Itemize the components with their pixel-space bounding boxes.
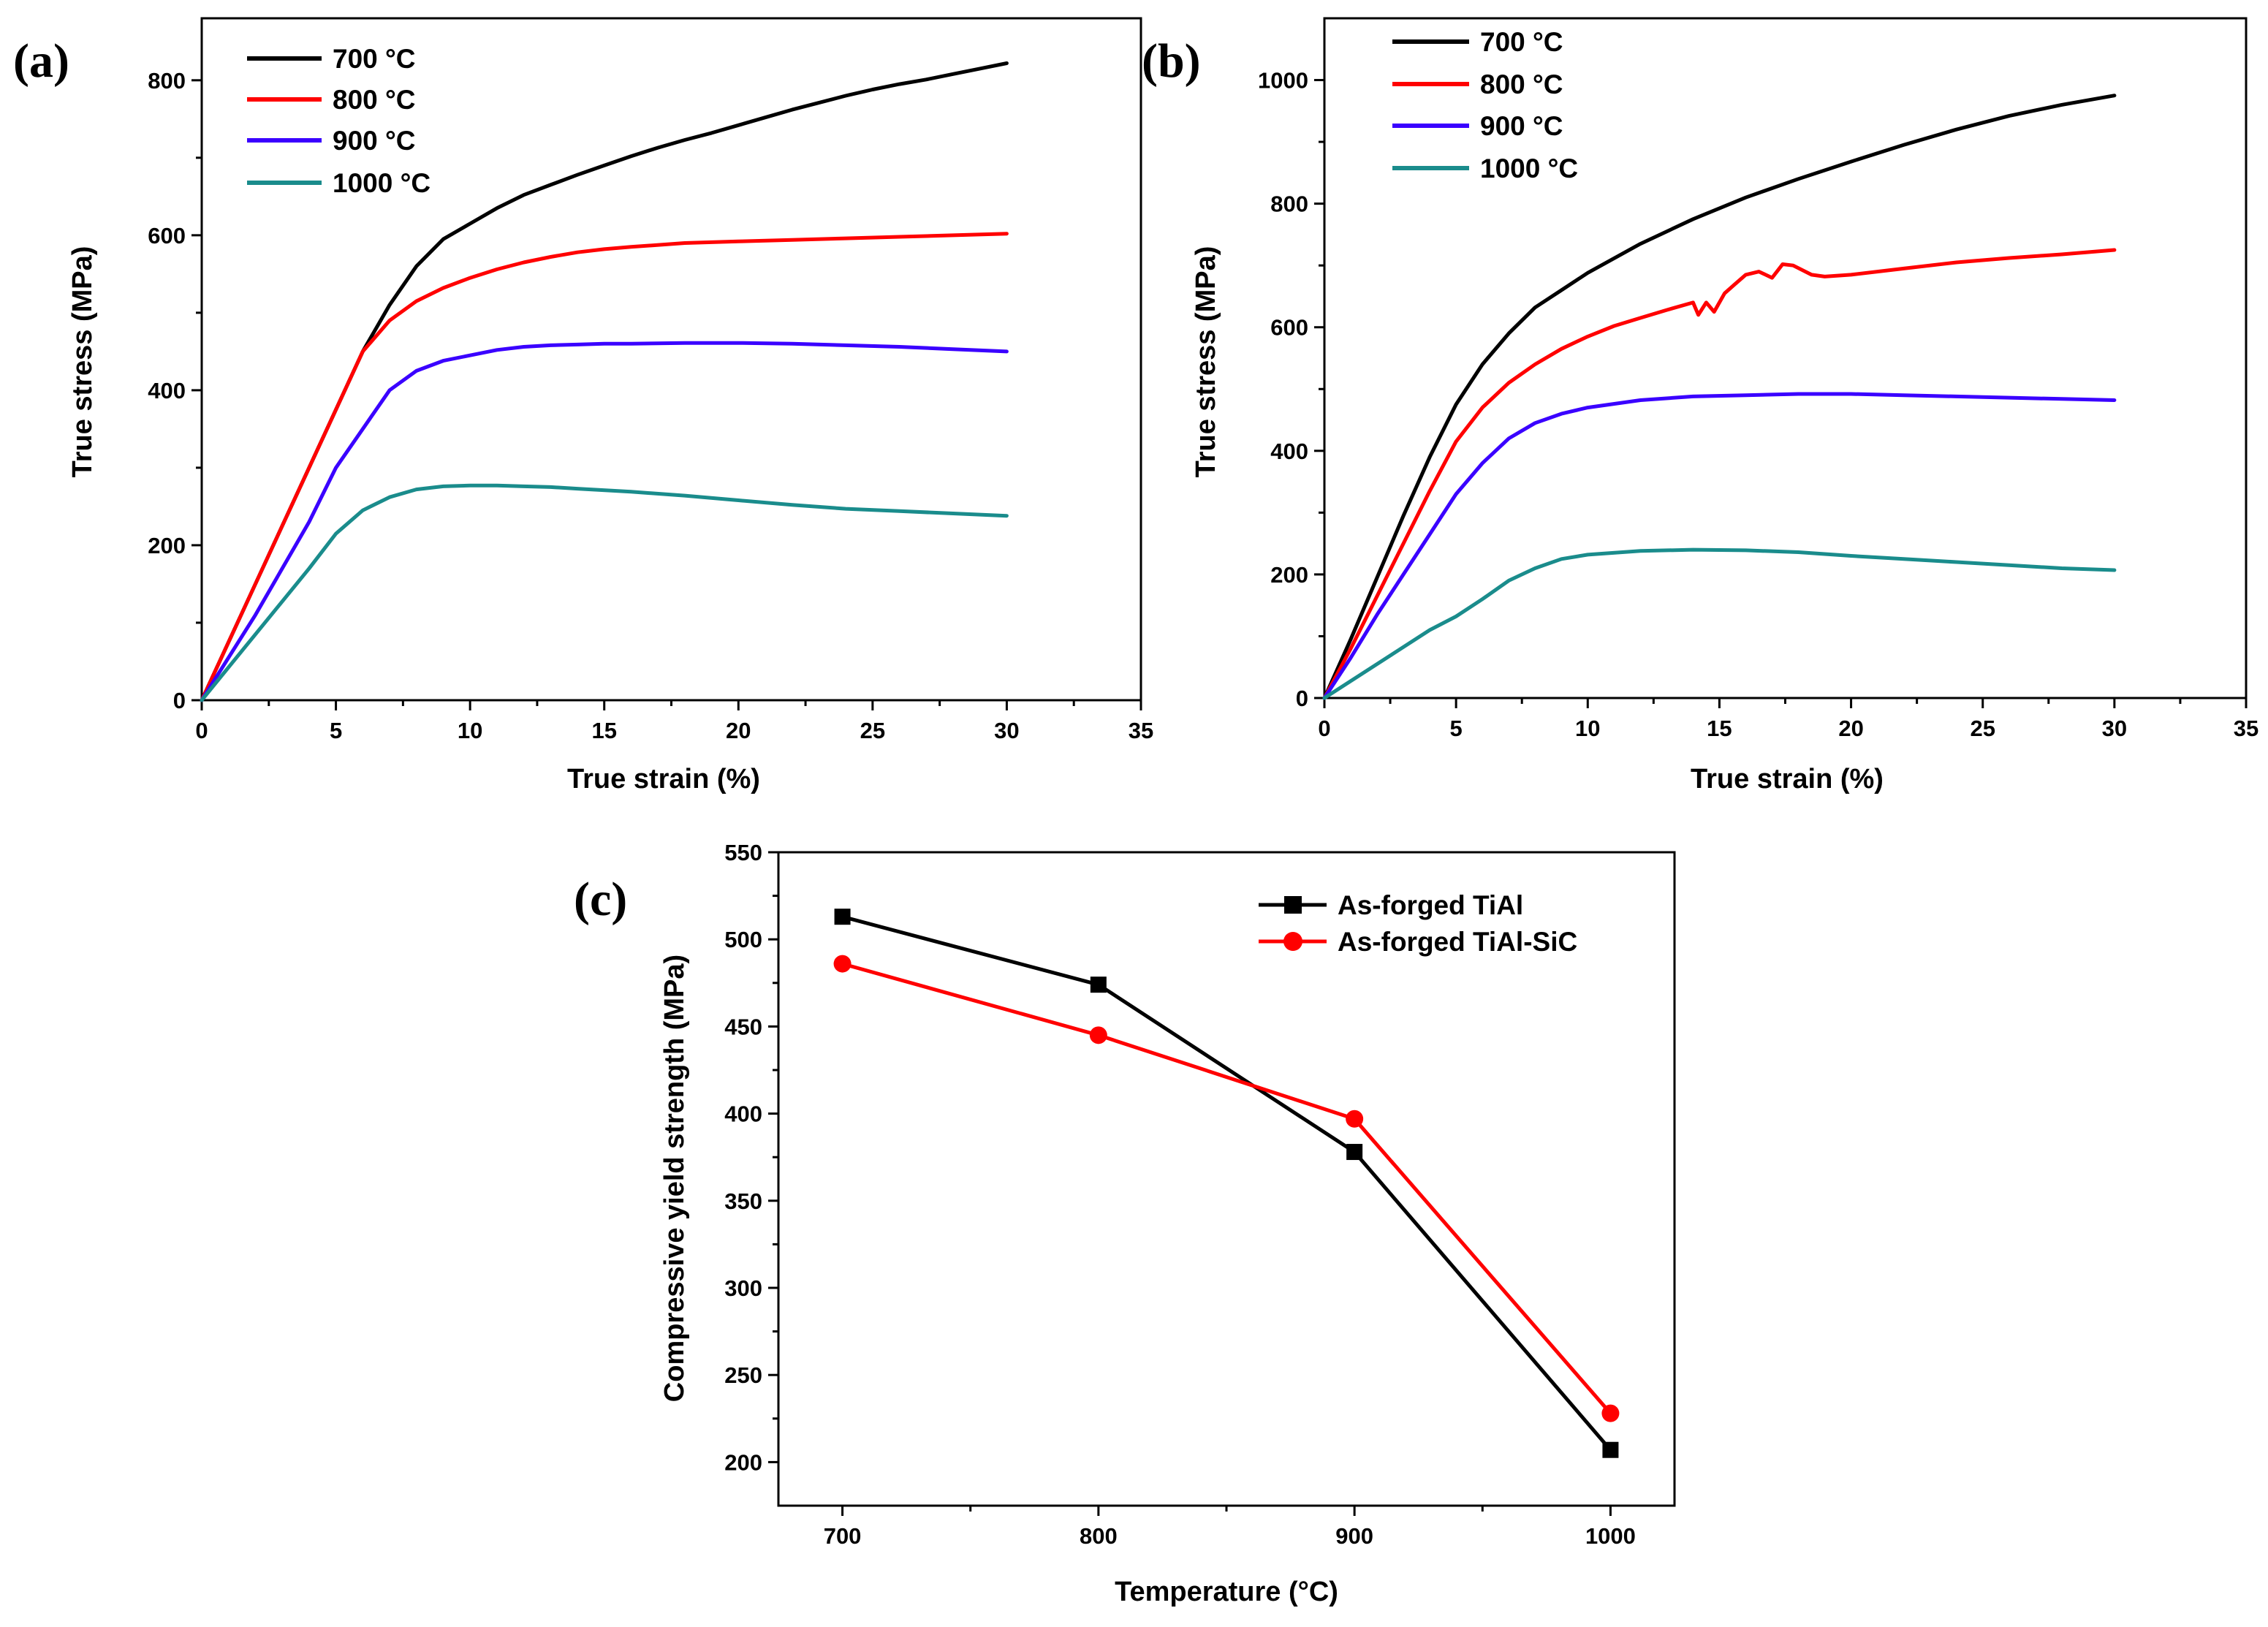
panel-b-series bbox=[1322, 94, 2117, 700]
y-tick-label: 1000 bbox=[1258, 68, 1308, 94]
data-point-tial bbox=[1346, 1144, 1363, 1161]
legend-c-swatch-tialsic-marker bbox=[1283, 932, 1302, 951]
panel-c-plot-area: 700 800 900 1000 200 250 300 350 400 450 500 550 bbox=[724, 840, 1676, 1549]
panel-letter-a: (a) bbox=[13, 34, 69, 88]
panel-c-x-ticks: 700 800 900 1000 bbox=[824, 1506, 1636, 1549]
y-tick-label: 200 bbox=[724, 1449, 762, 1475]
x-tick-label: 35 bbox=[1129, 718, 1153, 743]
y-tick-label: 200 bbox=[148, 533, 186, 558]
panel-b-x-ticks: 0 5 10 15 20 25 30 35 bbox=[1318, 698, 2258, 741]
legend-a-label-1000: 1000 °C bbox=[333, 168, 431, 198]
panel-a-plot-area: 0 5 10 15 20 25 30 35 0 200 400 600 800 bbox=[148, 17, 1153, 743]
legend-b-label-800: 800 °C bbox=[1480, 69, 1563, 99]
panel-a-axes-frame bbox=[200, 17, 1142, 702]
panel-c-x-axis-title: Temperature (°C) bbox=[1115, 1577, 1338, 1607]
panel-b-y-axis-title: True stress (MPa) bbox=[1191, 246, 1221, 478]
y-tick-label: 800 bbox=[1270, 191, 1308, 217]
panel-b: (b) 0 5 10 15 20 25 30 35 0 200 400 600 800 1000 Tru… bbox=[1142, 17, 2258, 794]
x-tick-label: 30 bbox=[2102, 716, 2127, 741]
x-tick-label: 20 bbox=[1838, 716, 1863, 741]
series-line-800 bbox=[1322, 248, 2117, 700]
data-point-tial-sic bbox=[1346, 1110, 1364, 1128]
series-line-700 bbox=[200, 61, 1009, 702]
data-point-tial-sic bbox=[1089, 1026, 1107, 1044]
legend-c-label-tialsic: As-forged TiAl-SiC bbox=[1338, 927, 1577, 957]
legend-c-label-tial: As-forged TiAl bbox=[1338, 890, 1523, 920]
data-point-tial-sic bbox=[1601, 1404, 1620, 1422]
panel-c-legend: As-forged TiAl As-forged TiAl-SiC bbox=[1259, 890, 1577, 957]
y-tick-label: 300 bbox=[724, 1275, 762, 1301]
series-line-tial bbox=[841, 914, 1612, 1452]
panel-b-x-axis-title: True strain (%) bbox=[1691, 764, 1884, 794]
x-tick-label: 0 bbox=[1318, 716, 1330, 741]
series-line-900 bbox=[200, 341, 1009, 702]
panel-a-series bbox=[200, 61, 1009, 702]
x-tick-label: 10 bbox=[458, 718, 482, 743]
y-tick-label: 800 bbox=[148, 68, 186, 94]
legend-b-label-700: 700 °C bbox=[1480, 27, 1563, 57]
x-tick-label: 25 bbox=[1970, 716, 1995, 741]
series-line-900 bbox=[1322, 392, 2117, 700]
x-tick-label: 5 bbox=[1450, 716, 1463, 741]
y-tick-label: 500 bbox=[724, 927, 762, 952]
panel-a: (a) 0 5 10 15 20 25 30 35 0 200 400 600 800 True st… bbox=[13, 17, 1153, 794]
legend-a-label-700: 700 °C bbox=[333, 44, 416, 74]
x-tick-label: 800 bbox=[1080, 1523, 1118, 1549]
series-line-800 bbox=[200, 232, 1009, 702]
panel-c-y-ticks: 200 250 300 350 400 450 500 550 bbox=[724, 840, 778, 1475]
y-tick-label: 450 bbox=[724, 1014, 762, 1039]
legend-a-label-800: 800 °C bbox=[333, 85, 416, 115]
legend-c-swatch-tial-marker bbox=[1284, 896, 1302, 914]
y-tick-label: 350 bbox=[724, 1188, 762, 1214]
series-line-1000 bbox=[1322, 547, 2117, 700]
panel-b-axes-frame bbox=[1323, 17, 2248, 699]
y-tick-label: 600 bbox=[1270, 315, 1308, 341]
data-point-tial bbox=[1602, 1441, 1619, 1458]
y-tick-label: 550 bbox=[724, 840, 762, 865]
y-tick-label: 400 bbox=[1270, 439, 1308, 464]
panel-a-x-axis-title: True strain (%) bbox=[567, 764, 760, 794]
series-line-tial-sic bbox=[841, 962, 1612, 1416]
x-tick-label: 0 bbox=[195, 718, 208, 743]
panel-b-y-ticks: 0 200 400 600 800 1000 bbox=[1258, 68, 1324, 711]
data-point-tial bbox=[834, 909, 851, 925]
panel-c-series bbox=[833, 909, 1620, 1458]
series-line-1000 bbox=[200, 483, 1009, 702]
y-tick-label: 400 bbox=[724, 1101, 762, 1127]
x-tick-label: 10 bbox=[1575, 716, 1600, 741]
panel-a-y-axis-title: True stress (MPa) bbox=[67, 246, 98, 478]
panel-letter-b: (b) bbox=[1142, 34, 1201, 88]
panel-b-legend: 700 °C 800 °C 900 °C 1000 °C bbox=[1392, 27, 1578, 183]
x-tick-label: 15 bbox=[591, 718, 616, 743]
x-tick-label: 15 bbox=[1707, 716, 1732, 741]
y-tick-label: 600 bbox=[148, 223, 186, 249]
panel-a-legend: 700 °C 800 °C 900 °C 1000 °C bbox=[247, 44, 431, 198]
x-tick-label: 700 bbox=[824, 1523, 862, 1549]
legend-b-label-1000: 1000 °C bbox=[1480, 153, 1578, 183]
panel-a-x-ticks: 0 5 10 15 20 25 30 35 bbox=[195, 700, 1153, 743]
x-tick-label: 900 bbox=[1335, 1523, 1373, 1549]
panel-c-y-axis-title: Compressive yield strength (MPa) bbox=[659, 955, 690, 1402]
x-tick-label: 1000 bbox=[1585, 1523, 1636, 1549]
panel-b-plot-area: 0 5 10 15 20 25 30 35 0 200 400 600 800 1000 bbox=[1258, 17, 2258, 741]
x-tick-label: 20 bbox=[726, 718, 751, 743]
series-line-700 bbox=[1322, 94, 2117, 700]
y-tick-label: 200 bbox=[1270, 562, 1308, 588]
x-tick-label: 25 bbox=[860, 718, 885, 743]
panel-letter-c: (c) bbox=[574, 873, 627, 926]
x-tick-label: 30 bbox=[994, 718, 1019, 743]
panel-c: (c) 700 800 900 1000 200 250 300 350 400 450 500 5… bbox=[574, 840, 1676, 1607]
x-tick-label: 35 bbox=[2234, 716, 2258, 741]
legend-a-label-900: 900 °C bbox=[333, 126, 416, 156]
y-tick-label: 0 bbox=[173, 688, 186, 713]
x-tick-label: 5 bbox=[330, 718, 342, 743]
y-tick-label: 0 bbox=[1296, 686, 1308, 711]
y-tick-label: 250 bbox=[724, 1362, 762, 1388]
y-tick-label: 400 bbox=[148, 378, 186, 403]
panel-a-y-ticks: 0 200 400 600 800 bbox=[148, 68, 202, 713]
data-point-tial-sic bbox=[833, 955, 852, 973]
data-point-tial bbox=[1090, 976, 1107, 993]
legend-b-label-900: 900 °C bbox=[1480, 111, 1563, 141]
